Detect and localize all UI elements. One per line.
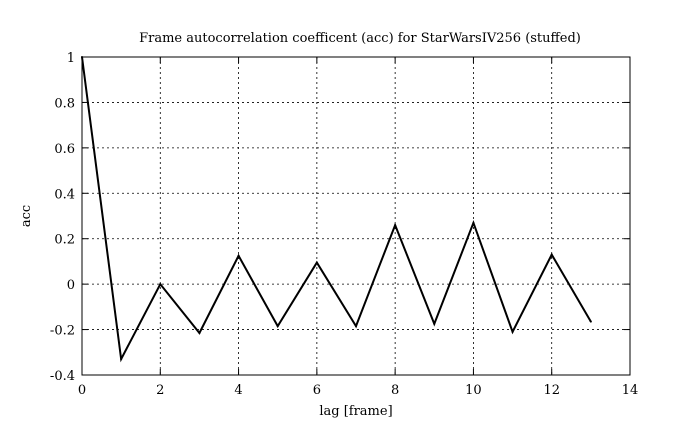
data-point	[550, 253, 553, 256]
data-point	[589, 320, 592, 323]
data-point	[472, 221, 475, 224]
y-tick-label: 0.6	[54, 142, 75, 157]
data-point	[433, 322, 436, 325]
y-axis-label: acc	[19, 205, 34, 227]
y-tick-label: 0.4	[54, 187, 75, 202]
data-point	[81, 56, 83, 58]
data-point	[198, 331, 201, 334]
x-tick-label: 6	[313, 383, 321, 398]
x-tick-label: 8	[391, 383, 399, 398]
x-axis-label: lag [frame]	[319, 404, 392, 419]
x-tick-label: 4	[234, 383, 242, 398]
data-point	[276, 325, 279, 328]
data-point	[120, 358, 123, 361]
series-line	[81, 56, 592, 363]
series	[81, 56, 592, 363]
data-point	[315, 261, 318, 264]
x-tick-label: 0	[78, 383, 86, 398]
chart-title: Frame autocorrelation coefficent (acc) f…	[139, 31, 581, 46]
y-tick-labels: -0.4 -0.2 0 0.2 0.4 0.6 0.8 1	[50, 51, 75, 384]
x-tick-label: 10	[465, 383, 482, 398]
y-tick-label: 0	[67, 278, 75, 293]
x-tick-label: 2	[156, 383, 164, 398]
x-tick-label: 12	[543, 383, 560, 398]
y-tick-label: 0.2	[54, 233, 75, 248]
x-tick-label: 14	[622, 383, 639, 398]
x-tick-labels: 0 2 4 6 8 10 12 14	[78, 383, 638, 398]
y-tick-label: -0.4	[50, 369, 75, 384]
y-tick-label: 1	[67, 51, 75, 66]
data-point	[394, 224, 397, 227]
axis-ticks	[81, 56, 631, 376]
data-point	[511, 330, 514, 333]
y-tick-label: -0.2	[50, 324, 75, 339]
grid	[82, 57, 630, 375]
data-point	[159, 283, 162, 286]
plot-frame	[81, 56, 631, 376]
y-tick-label: 0.8	[54, 96, 75, 111]
data-point	[355, 325, 357, 328]
data-point	[237, 254, 240, 257]
